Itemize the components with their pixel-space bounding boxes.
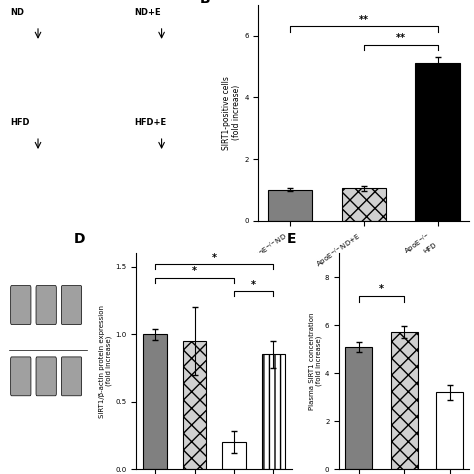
- Text: HFD+E: HFD+E: [134, 118, 166, 127]
- Y-axis label: SIRT1/β-actin protein expression
(fold increase): SIRT1/β-actin protein expression (fold i…: [99, 305, 112, 418]
- Text: ND: ND: [11, 8, 25, 17]
- Text: *: *: [192, 266, 197, 276]
- Bar: [345, 347, 373, 469]
- FancyBboxPatch shape: [36, 286, 56, 325]
- Bar: [342, 188, 386, 221]
- Y-axis label: SIRT1-positive cells
(fold increase): SIRT1-positive cells (fold increase): [222, 76, 241, 150]
- Text: E: E: [287, 232, 297, 246]
- FancyBboxPatch shape: [10, 286, 31, 325]
- Text: *: *: [379, 284, 384, 294]
- Bar: [143, 334, 167, 469]
- FancyBboxPatch shape: [61, 357, 82, 396]
- Bar: [182, 341, 206, 469]
- Text: *: *: [251, 280, 256, 290]
- Bar: [268, 190, 312, 221]
- Bar: [222, 442, 246, 469]
- Y-axis label: Plasma SIRT1 concentration
(fold increase): Plasma SIRT1 concentration (fold increas…: [309, 312, 322, 410]
- Bar: [415, 64, 460, 221]
- FancyBboxPatch shape: [36, 357, 56, 396]
- Text: **: **: [359, 15, 369, 25]
- Bar: [262, 355, 285, 469]
- Text: ND+E: ND+E: [134, 8, 161, 17]
- FancyBboxPatch shape: [10, 357, 31, 396]
- Text: D: D: [74, 232, 85, 246]
- Bar: [391, 332, 418, 469]
- Text: **: **: [396, 33, 406, 43]
- FancyBboxPatch shape: [61, 286, 82, 325]
- Text: HFD: HFD: [11, 118, 30, 127]
- Text: B: B: [200, 0, 210, 6]
- Bar: [436, 392, 464, 469]
- Text: *: *: [212, 253, 217, 263]
